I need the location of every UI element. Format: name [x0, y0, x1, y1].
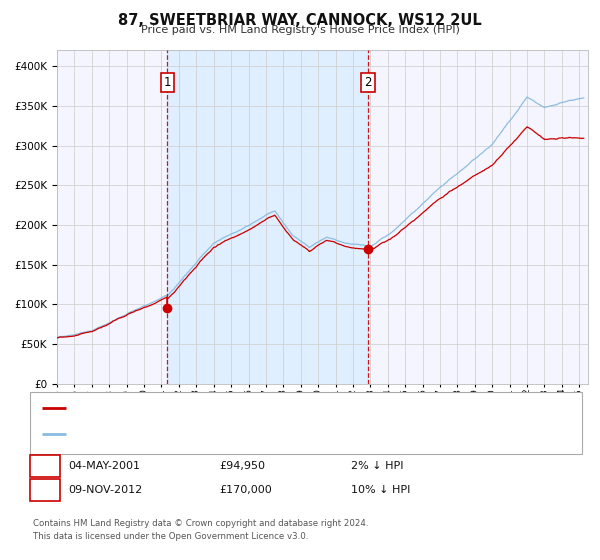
- Text: 04-MAY-2001: 04-MAY-2001: [68, 461, 140, 471]
- Text: 09-NOV-2012: 09-NOV-2012: [68, 485, 142, 495]
- Text: 87, SWEETBRIAR WAY, CANNOCK, WS12 2UL: 87, SWEETBRIAR WAY, CANNOCK, WS12 2UL: [118, 13, 482, 28]
- Text: 1: 1: [164, 76, 171, 88]
- Text: 10% ↓ HPI: 10% ↓ HPI: [351, 485, 410, 495]
- Text: This data is licensed under the Open Government Licence v3.0.: This data is licensed under the Open Gov…: [33, 532, 308, 541]
- Text: Contains HM Land Registry data © Crown copyright and database right 2024.: Contains HM Land Registry data © Crown c…: [33, 519, 368, 528]
- Text: 2: 2: [41, 483, 49, 497]
- Text: 2% ↓ HPI: 2% ↓ HPI: [351, 461, 404, 471]
- Text: £94,950: £94,950: [219, 461, 265, 471]
- Text: 87, SWEETBRIAR WAY, CANNOCK, WS12 2UL (detached house): 87, SWEETBRIAR WAY, CANNOCK, WS12 2UL (d…: [72, 403, 385, 413]
- Text: Price paid vs. HM Land Registry's House Price Index (HPI): Price paid vs. HM Land Registry's House …: [140, 25, 460, 35]
- Text: 2: 2: [364, 76, 371, 88]
- Bar: [167, 50, 368, 384]
- Text: 1: 1: [41, 459, 49, 473]
- Text: £170,000: £170,000: [219, 485, 272, 495]
- Text: HPI: Average price, detached house, Cannock Chase: HPI: Average price, detached house, Cann…: [72, 429, 333, 439]
